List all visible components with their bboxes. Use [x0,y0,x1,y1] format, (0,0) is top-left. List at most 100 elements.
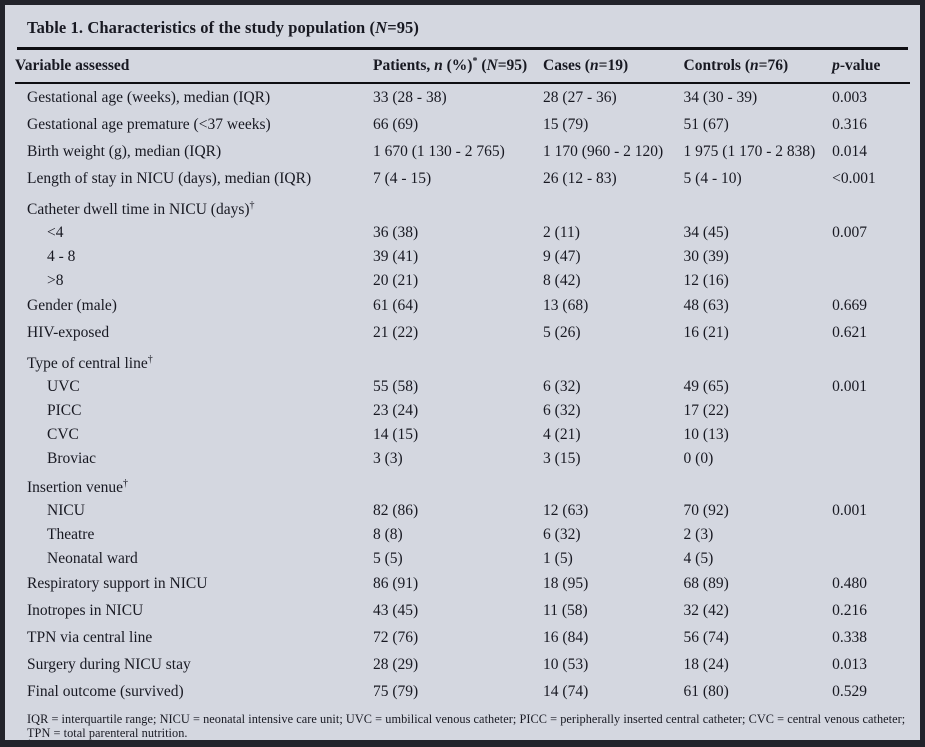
cell-pvalue: 0.001 [832,501,867,519]
column-header-patients: Patients, n (%)* (N=95) [373,50,544,84]
cell-pvalue: 0.001 [832,377,867,395]
cell-patients: 39 (41) [373,247,419,265]
cell-pvalue: 0.014 [832,143,867,160]
column-header-variable: Variable assessed [15,50,373,84]
title-suffix: =95) [387,18,419,37]
cell-pvalue: 0.480 [832,575,867,592]
cell-cases: 9 (47) [543,247,581,265]
cell-patients: 20 (21) [373,271,419,289]
table-row: 4 - 8 39 (41) 9 (47) 30 (39) [15,244,910,268]
header-italic: n [434,57,443,74]
header-text: =19) [598,57,629,74]
header-text: -value [839,57,881,74]
table-row: NICU 82 (86) 12 (63) 70 (92) 0.001 [15,498,910,522]
cell-pvalue [832,522,910,546]
cell-patients: 82 (86) [373,501,419,519]
header-italic: n [750,57,759,74]
cell-controls: 12 (16) [683,271,729,289]
header-text: Patients, [373,57,435,74]
section-label: Insertion venue† [15,470,910,498]
cell-patients: 75 (79) [373,683,419,700]
header-italic: p [832,57,840,74]
cell-cases: 18 (95) [543,575,589,592]
header-text: ( [477,57,487,74]
header-row: Variable assessed Patients, n (%)* (N=95… [15,50,910,84]
section-label: Type of central line† [15,346,910,374]
table-row: Final outcome (survived) 75 (79) 14 (74)… [15,678,910,705]
section-row: Insertion venue† [15,470,910,498]
cell-pvalue [832,446,910,470]
table-row: CVC 14 (15) 4 (21) 10 (13) [15,422,910,446]
cell-controls: 56 (74) [683,629,729,646]
table-row: Surgery during NICU stay 28 (29) 10 (53)… [15,651,910,678]
row-label: Surgery during NICU stay [27,656,191,673]
table-row: HIV-exposed 21 (22) 5 (26) 16 (21) 0.621 [15,319,910,346]
footnote-unless-specified: *Unless specified. [27,737,117,747]
cell-controls: 0 (0) [683,449,714,467]
table-row: Birth weight (g), median (IQR) 1 670 (1 … [15,138,910,165]
cell-cases: 6 (32) [543,401,581,419]
table-row: PICC 23 (24) 6 (32) 17 (22) [15,398,910,422]
table-row: Gender (male) 61 (64) 13 (68) 48 (63) 0.… [15,292,910,319]
row-label: 4 - 8 [47,247,76,265]
cell-pvalue [832,398,910,422]
section-text: Insertion venue [27,479,123,496]
header-italic: N [486,57,498,74]
section-label: Catheter dwell time in NICU (days)† [15,192,910,220]
cell-patients: 28 (29) [373,656,419,673]
section-text: Catheter dwell time in NICU (days) [27,201,250,218]
cell-pvalue: 0.003 [832,89,867,106]
cell-patients: 5 (5) [373,549,403,567]
cell-pvalue: 0.529 [832,683,867,700]
row-label: NICU [47,501,85,519]
cell-pvalue: 0.007 [832,223,867,241]
table-row: <4 36 (38) 2 (11) 34 (45) 0.007 [15,220,910,244]
cell-patients: 21 (22) [373,324,419,341]
row-label: Birth weight (g), median (IQR) [27,143,222,160]
footnotes: IQR = interquartile range; NICU = neonat… [27,712,910,747]
footnote-text: Unless specified. [32,740,117,747]
row-label: Gender (male) [27,297,117,314]
header-text: =95) [497,57,528,74]
cell-patients: 8 (8) [373,525,403,543]
cell-patients: 66 (69) [373,116,419,133]
cell-cases: 12 (63) [543,501,589,519]
cell-cases: 1 (5) [543,549,573,567]
table-row: Gestational age (weeks), median (IQR) 33… [15,83,910,111]
cell-cases: 2 (11) [543,223,580,241]
asterisk-superscript: * [27,737,32,747]
cell-patients: 1 670 (1 130 - 2 765) [373,143,505,160]
table-row: >8 20 (21) 8 (42) 12 (16) [15,268,910,292]
cell-patients: 72 (76) [373,629,419,646]
cell-pvalue [832,422,910,446]
row-label: Respiratory support in NICU [27,575,208,592]
cell-controls: 34 (45) [683,223,729,241]
cell-patients: 43 (45) [373,602,419,619]
row-label: Broviac [47,449,97,467]
table-row: UVC 55 (58) 6 (32) 49 (65) 0.001 [15,374,910,398]
cell-cases: 8 (42) [543,271,581,289]
dagger-superscript: † [249,199,255,211]
section-row: Catheter dwell time in NICU (days)† [15,192,910,220]
row-label: Inotropes in NICU [27,602,144,619]
cell-patients: 7 (4 - 15) [373,170,432,187]
cell-pvalue: 0.338 [832,629,867,646]
row-label: Length of stay in NICU (days), median (I… [27,170,312,187]
cell-cases: 28 (27 - 36) [543,89,617,106]
title-prefix: Table 1. Characteristics of the study po… [27,18,376,37]
cell-pvalue: 0.621 [832,324,867,341]
column-header-pvalue: p-value [832,50,910,84]
cell-controls: 70 (92) [683,501,729,519]
footnote-abbreviations: IQR = interquartile range; NICU = neonat… [27,712,906,740]
cell-patients: 23 (24) [373,401,419,419]
cell-controls: 48 (63) [683,297,729,314]
cell-cases: 6 (32) [543,377,581,395]
row-label: UVC [47,377,80,395]
cell-controls: 4 (5) [683,549,714,567]
row-label: CVC [47,425,79,443]
cell-controls: 51 (67) [683,116,729,133]
cell-controls: 1 975 (1 170 - 2 838) [683,143,816,160]
cell-pvalue [832,546,910,570]
row-label: Final outcome (survived) [27,683,184,700]
